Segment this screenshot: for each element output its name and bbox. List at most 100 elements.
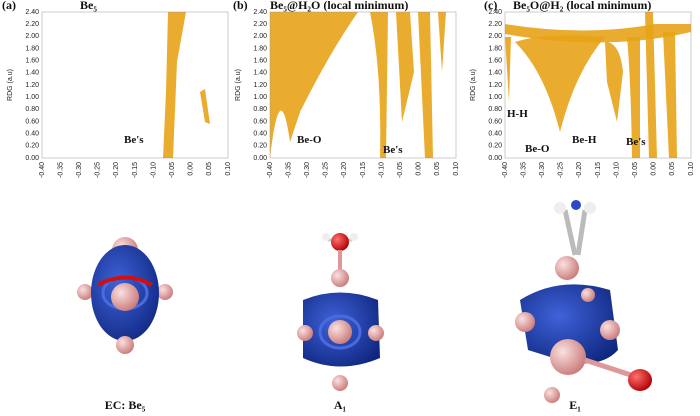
panel-title: Be₅O@H₂ (local minimum) [513,0,651,12]
density-region [396,12,414,122]
x-tick-label: -0.10 [150,162,157,178]
y-tick-label: 2.40 [25,9,39,16]
x-tick-label: -0.35 [520,162,527,178]
x-tick-label: -0.05 [632,162,639,178]
y-tick-label: 1.20 [488,82,502,89]
y-tick-label: 0.80 [253,106,267,113]
y-tick-label: 1.40 [253,70,267,77]
x-tick-label: 0.10 [688,162,695,176]
plot: 0.00 0.20 0.40 0.60 0.80 1.00 1.20 1.40 1.60 1.80… [235,9,460,178]
y-tick-label: 2.00 [25,33,39,40]
y-tick-label: 1.40 [25,70,39,77]
x-tick-label: -0.30 [76,162,83,178]
y-tick-label: 1.60 [25,58,39,65]
y-tick-label: 1.80 [488,45,502,52]
y-tick-label: 0.40 [253,131,267,138]
annotation: Be's [124,134,144,146]
x-tick-label: 0.00 [651,162,658,176]
x-tick-label: 0.05 [434,162,441,176]
density-region [163,12,186,158]
y-tick-label: 0.60 [488,118,502,125]
x-tick-label: -0.40 [39,162,46,178]
y-tick-label: 0.00 [488,155,502,162]
annotation: H-H [507,108,528,120]
caption: E₁ [569,398,581,412]
x-tick-label: -0.10 [378,162,385,178]
molecule-c [515,200,652,403]
x-tick-label: -0.25 [95,162,102,178]
y-tick-label: 0.20 [25,143,39,150]
y-tick-label: 1.60 [488,58,502,65]
y-tick-label: 2.20 [253,21,267,28]
y-tick-label: 1.00 [25,94,39,101]
y-tick-label: 2.20 [488,21,502,28]
x-tick-label: 0.00 [188,162,195,176]
x-tick-label: -0.25 [558,162,565,178]
x-tick-label: -0.15 [132,162,139,178]
y-tick-label: 1.40 [488,70,502,77]
y-tick-label: 1.80 [25,45,39,52]
y-tick-label: 2.00 [253,33,267,40]
x-tick-label: -0.05 [397,162,404,178]
density-region [418,12,433,158]
x-tick-label: -0.30 [539,162,546,178]
y-tick-label: 1.60 [253,58,267,65]
y-tick-label: 0.20 [488,143,502,150]
panel-label: (b) [233,0,248,12]
y-tick-label: 2.40 [253,9,267,16]
x-tick-label: -0.15 [595,162,602,178]
x-tick-label: -0.35 [285,162,292,178]
y-tick-label: 0.40 [25,131,39,138]
y-tick-label: 0.00 [253,155,267,162]
x-tick-label: -0.35 [57,162,64,178]
annotation: Be's [383,144,403,156]
x-tick-label: -0.20 [576,162,583,178]
caption: A₁ [334,398,347,412]
panel-label: (c) [484,0,497,12]
x-tick-label: 0.10 [225,162,232,176]
panel-title: Be₅ [80,0,97,12]
y-tick-label: 1.80 [253,45,267,52]
x-tick-label: -0.05 [169,162,176,178]
x-tick-label: -0.10 [613,162,620,178]
y-tick-label: 2.20 [25,21,39,28]
y-tick-label: 0.60 [253,118,267,125]
molecule-b [297,233,384,391]
plot: 0.00 0.20 0.40 0.60 0.80 1.00 1.20 1.40 1.60 1.80… [7,9,232,178]
density-region [645,12,657,158]
y-axis-label: RDG (a.u) [235,69,242,101]
y-tick-label: 0.40 [488,131,502,138]
density-region [515,35,605,133]
y-tick-label: 0.80 [25,106,39,113]
panel-title: Be₅@H₂O (local minimum) [270,0,408,12]
y-tick-label: 1.20 [253,82,267,89]
density-region [200,89,210,124]
x-tick-label: -0.20 [113,162,120,178]
x-tick-label: -0.20 [341,162,348,178]
x-tick-label: 0.05 [206,162,213,176]
density-region [627,37,640,158]
x-tick-label: 0.05 [669,162,676,176]
x-tick-label: -0.40 [267,162,274,178]
annotation: Be-H [572,134,597,146]
x-tick-label: -0.15 [360,162,367,178]
x-tick-label: -0.30 [304,162,311,178]
y-tick-label: 0.20 [253,143,267,150]
panel-label: (a) [2,0,16,12]
y-tick-label: 1.00 [488,94,502,101]
annotation: Be-O [297,134,322,146]
density-region [270,12,358,158]
y-tick-label: 0.60 [25,118,39,125]
y-tick-label: 1.20 [25,82,39,89]
density-region [370,12,388,158]
density-region [438,12,446,72]
y-tick-label: 2.40 [488,9,502,16]
annotation: Be-O [525,143,550,155]
y-tick-label: 1.00 [253,94,267,101]
y-tick-label: 0.80 [488,106,502,113]
annotation: Be's [626,136,646,148]
y-axis-label: RDG (a.u) [7,69,14,101]
density-region [663,32,677,158]
plot: 0.00 0.20 0.40 0.60 0.80 1.00 1.20 1.40 1.60 1.80… [470,9,695,178]
